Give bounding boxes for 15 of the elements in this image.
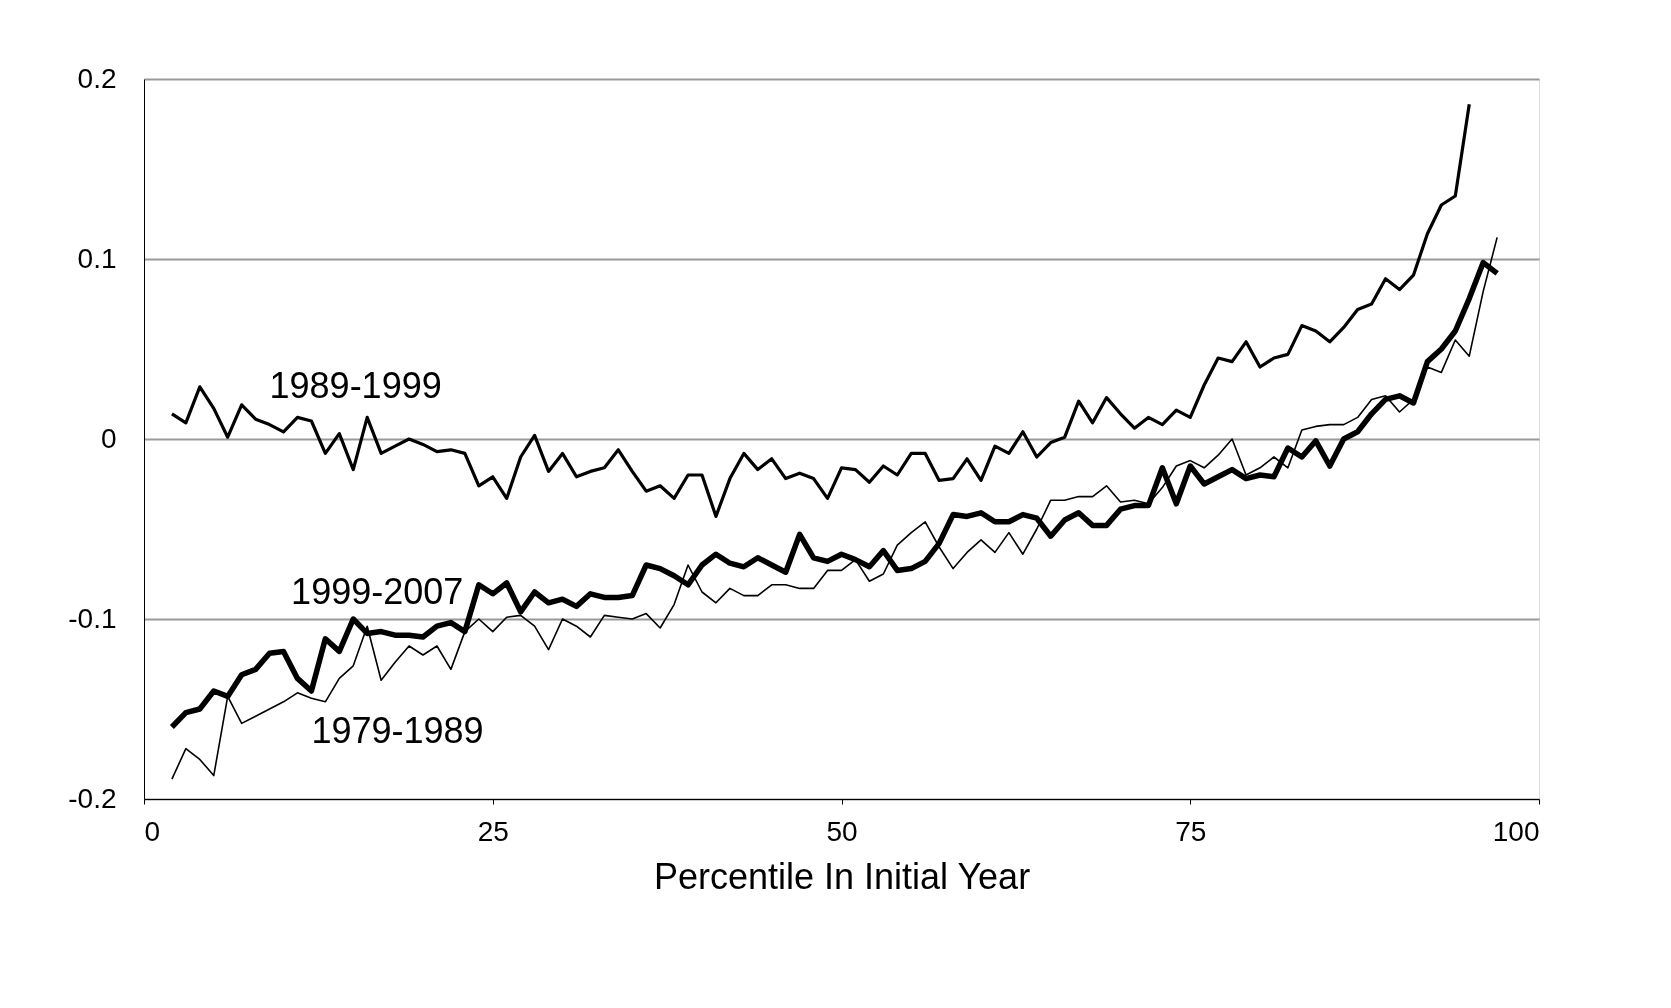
x-tick-label: 50 [826, 815, 858, 847]
x-tick-label: 25 [477, 815, 509, 847]
x-tick-label: 0 [144, 815, 161, 847]
x-tick-label: 75 [1175, 815, 1207, 847]
y-tick-label: 0.2 [77, 62, 117, 94]
series-label: 1989-1999 [269, 364, 442, 406]
series-label: 1999-2007 [291, 571, 464, 613]
series-label: 1979-1989 [311, 710, 484, 752]
y-tick-label: 0.1 [77, 242, 117, 274]
y-tick-label: 0 [100, 422, 117, 454]
x-axis-title: Percentile In Initial Year [653, 855, 1031, 897]
y-tick-label: -0.1 [68, 602, 117, 634]
x-tick-label: 100 [1492, 815, 1540, 847]
line-series [170, 102, 1471, 518]
y-tick-label: -0.2 [68, 782, 117, 814]
